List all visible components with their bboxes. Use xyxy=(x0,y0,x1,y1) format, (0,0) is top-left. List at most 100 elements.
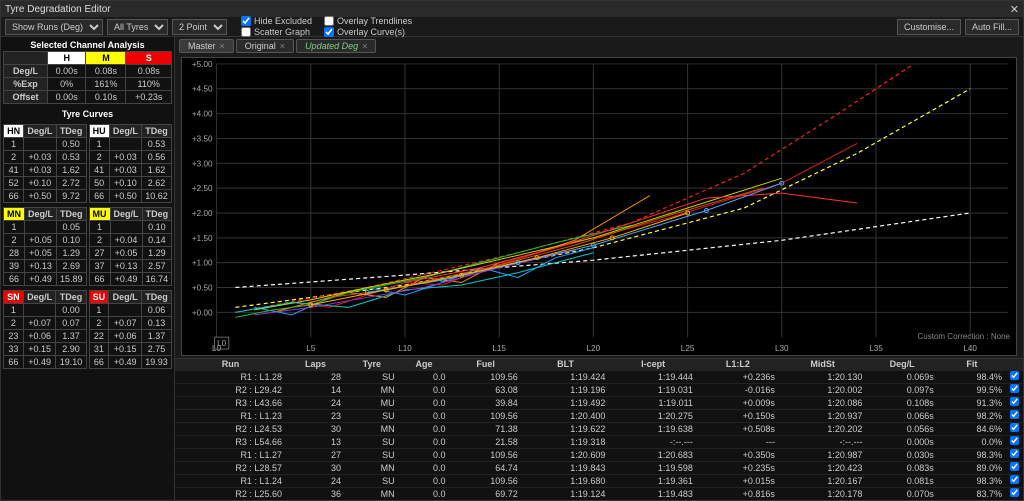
autofill-button[interactable]: Auto Fill... xyxy=(965,19,1019,35)
chart[interactable]: +0.00+0.50+1.00+1.50+2.00+2.50+3.00+3.50… xyxy=(181,57,1017,356)
curve-cell: 19.93 xyxy=(141,356,171,369)
show-runs-select[interactable]: Show Runs (Deg) xyxy=(5,19,103,35)
row-include-check[interactable] xyxy=(1010,488,1019,497)
sidebar: Selected Channel Analysis HMS Deg/L0.00s… xyxy=(1,37,175,500)
overlay-curves-check[interactable] xyxy=(324,27,334,37)
tab-master[interactable]: Master× xyxy=(179,39,234,53)
curve-cell: 1.62 xyxy=(56,164,86,177)
grid-cell: 99.5% xyxy=(938,384,1006,397)
table-row[interactable]: R3 : L43.6624MU0.039.841:19.4921:19.011+… xyxy=(175,397,1023,410)
scatter-label: Scatter Graph xyxy=(254,27,310,37)
grid-cell: MN xyxy=(345,423,399,436)
row-include-check[interactable] xyxy=(1010,371,1019,380)
tab-close-icon[interactable]: × xyxy=(280,41,285,51)
svg-text:+4.00: +4.00 xyxy=(192,110,213,119)
curve-cell: 1 xyxy=(4,304,24,317)
row-include-check[interactable] xyxy=(1010,449,1019,458)
table-row[interactable]: R2 : L29.4214MN0.063.081:19.1961:19.031-… xyxy=(175,384,1023,397)
curve-cell: 1 xyxy=(89,138,109,151)
curve-cell: 0.53 xyxy=(142,138,172,151)
tabs: Master×Original×Updated Deg× xyxy=(175,37,1023,55)
curve-head: HN xyxy=(4,125,24,138)
table-row[interactable]: R3 : L54.6613SU0.021.581:19.318-:--.----… xyxy=(175,436,1023,449)
curve-cell: 66 xyxy=(4,356,24,369)
tab-updated-deg[interactable]: Updated Deg× xyxy=(296,39,376,53)
curve-cell: 2.72 xyxy=(56,177,86,190)
table-row[interactable]: R2 : L24.5330MN0.071.381:19.6221:19.638+… xyxy=(175,423,1023,436)
curve-cell: +0.49 xyxy=(110,273,142,286)
row-include-check[interactable] xyxy=(1010,423,1019,432)
grid-cell: 1:19.318 xyxy=(522,436,610,449)
grid-cell: 0.0 xyxy=(399,462,450,475)
grid-cell: 0.000s xyxy=(866,436,937,449)
curve-cell: +0.03 xyxy=(109,164,141,177)
row-include-check[interactable] xyxy=(1010,410,1019,419)
svg-text:L0: L0 xyxy=(217,339,227,348)
grid-cell: SU xyxy=(345,449,399,462)
curve-cell: 2 xyxy=(89,234,110,247)
curve-cell xyxy=(23,304,56,317)
grid-head: Fit xyxy=(938,359,1006,371)
row-include-check[interactable] xyxy=(1010,397,1019,406)
table-row[interactable]: R2 : L28.5730MN0.064.741:19.8431:19.598+… xyxy=(175,462,1023,475)
close-icon[interactable]: ✕ xyxy=(1010,3,1019,16)
grid-cell: 1:19.196 xyxy=(522,384,610,397)
grid-cell: 0.056s xyxy=(866,423,937,436)
table-row[interactable]: R1 : L1.2727SU0.0109.561:20.6091:20.683+… xyxy=(175,449,1023,462)
grid-cell: 1:19.124 xyxy=(522,488,610,501)
table-row[interactable]: R1 : L1.2323SU0.0109.561:20.4001:20.275+… xyxy=(175,410,1023,423)
grid-cell: 39.84 xyxy=(449,397,521,410)
curve-cell: 2.57 xyxy=(142,260,172,273)
table-row[interactable]: R2 : L25.6036MN0.069.721:19.1241:19.483+… xyxy=(175,488,1023,501)
curve-head: MN xyxy=(4,208,25,221)
grid-cell: MU xyxy=(345,397,399,410)
svg-text:L30: L30 xyxy=(775,344,789,353)
grid-cell: 0.108s xyxy=(866,397,937,410)
curve-cell: 0.07 xyxy=(56,317,86,330)
scatter-check[interactable] xyxy=(241,27,251,37)
curve-head: TDeg xyxy=(141,291,171,304)
grid-cell: -:--.--- xyxy=(609,436,697,449)
grid-cell: SU xyxy=(345,410,399,423)
grid-cell: 1:19.031 xyxy=(609,384,697,397)
table-row[interactable]: R1 : L1.2424SU0.0109.561:19.6801:19.361+… xyxy=(175,475,1023,488)
tab-close-icon[interactable]: × xyxy=(362,41,367,51)
curve-cell: +0.07 xyxy=(109,317,142,330)
grid-cell: +0.009s xyxy=(697,397,779,410)
grid-cell: 1:20.683 xyxy=(609,449,697,462)
overlay-trend-check[interactable] xyxy=(324,16,334,26)
table-row[interactable]: R1 : L1.2828SU0.0109.561:19.4241:19.444+… xyxy=(175,371,1023,384)
hide-excluded-check[interactable] xyxy=(241,16,251,26)
grid-cell: R1 : L1.23 xyxy=(175,410,286,423)
curve-cell: 1 xyxy=(4,138,24,151)
curve-cell: 0.00 xyxy=(56,304,86,317)
grid-cell: 21.58 xyxy=(449,436,521,449)
curve-cell: 0.10 xyxy=(142,221,172,234)
tab-close-icon[interactable]: × xyxy=(220,41,225,51)
grid-cell: 69.72 xyxy=(449,488,521,501)
curve-cell: 28 xyxy=(4,247,25,260)
curve-cell: +0.10 xyxy=(24,177,56,190)
grid-cell: 98.3% xyxy=(938,475,1006,488)
grid-cell: 0.081s xyxy=(866,475,937,488)
grid-cell: 24 xyxy=(286,397,345,410)
grid-cell: 1:20.178 xyxy=(779,488,867,501)
grid-cell: 1:19.622 xyxy=(522,423,610,436)
curve-cell: 19.10 xyxy=(56,356,86,369)
curve-cell: 15.89 xyxy=(57,273,87,286)
grid-cell: 30 xyxy=(286,462,345,475)
row-include-check[interactable] xyxy=(1010,462,1019,471)
grid-cell: SU xyxy=(345,436,399,449)
row-include-check[interactable] xyxy=(1010,475,1019,484)
curve-cell: 0.13 xyxy=(141,317,171,330)
tyres-select[interactable]: All Tyres xyxy=(107,19,168,35)
customise-button[interactable]: Customise... xyxy=(897,19,961,35)
curve-cell: +0.13 xyxy=(25,260,57,273)
analysis-cell: 0.10s xyxy=(86,91,126,104)
grid-cell: 1:20.202 xyxy=(779,423,867,436)
tab-original[interactable]: Original× xyxy=(236,39,294,53)
zpoint-select[interactable]: 2 Point xyxy=(172,19,227,35)
curve-head: TDeg xyxy=(56,125,86,138)
row-include-check[interactable] xyxy=(1010,384,1019,393)
row-include-check[interactable] xyxy=(1010,436,1019,445)
